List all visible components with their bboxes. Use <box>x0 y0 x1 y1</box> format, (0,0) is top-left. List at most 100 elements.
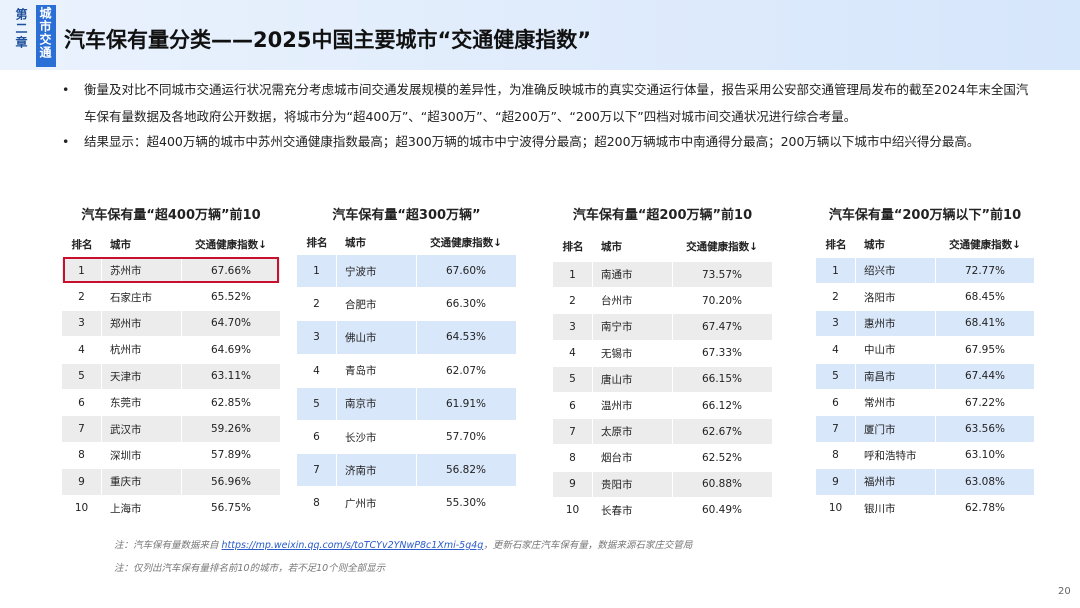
bullet: • 结果显示：超400万辆的城市中苏州交通健康指数最高；超300万辆的城市中宁波得… <box>62 128 1032 155</box>
column-header: 排名 <box>562 240 584 253</box>
note-link[interactable]: https://mp.weixin.qq.com/s/toTCYv2YNwP8c… <box>221 540 484 551</box>
table-cell: 63.08% <box>964 475 1006 488</box>
table-cell: 67.44% <box>964 370 1006 383</box>
table-row <box>297 454 516 487</box>
table-row <box>62 495 280 521</box>
note: 注：仅列出汽车保有量排名前10的城市，若不足10个则全部显示 <box>114 563 386 574</box>
table-cell: 上海市 <box>102 495 182 521</box>
table-cell: 7 <box>297 454 337 487</box>
table-cell: 南宁市 <box>593 314 673 340</box>
table-cell: 63.56% <box>964 423 1006 436</box>
table-cell: 63.10% <box>964 449 1006 462</box>
column-header: 城市 <box>110 238 131 251</box>
table-cell: 66.15% <box>701 373 743 386</box>
table-cell: 石家庄市 <box>102 284 182 310</box>
table-cell: 绍兴市 <box>856 258 936 284</box>
table-cell: 63.11% <box>210 370 252 383</box>
table-row <box>297 288 516 321</box>
table-row <box>297 255 516 288</box>
table-cell: 洛阳市 <box>856 284 936 310</box>
table-cell: 南京市 <box>337 387 417 420</box>
table-cell: 1 <box>62 258 102 284</box>
table-cell: 64.53% <box>445 331 487 344</box>
table-row <box>62 363 280 389</box>
table-cell: 67.66% <box>210 264 252 277</box>
highlight-box <box>63 257 279 284</box>
table-cell: 62.78% <box>964 502 1006 515</box>
table-cell: 55.30% <box>445 497 487 510</box>
table-cell: 10 <box>553 497 593 523</box>
table-cell: 长春市 <box>593 497 673 523</box>
table-cell: 南昌市 <box>856 363 936 389</box>
bullet-text: 衡量及对比不同城市交通运行状况需充分考虑城市间交通发展规模的差异性，为准确反映城… <box>84 82 1029 124</box>
table-cell: 56.82% <box>445 464 487 477</box>
table-row <box>553 393 772 419</box>
note-text: ，更新石家庄汽车保有量，数据来源石家庄交管局 <box>483 540 693 551</box>
table-cell: 68.45% <box>964 291 1006 304</box>
table-cell: 温州市 <box>593 393 673 419</box>
table-cell: 4 <box>62 337 102 363</box>
table-row <box>297 321 516 354</box>
note-text: 注：汽车保有量数据来自 <box>114 540 222 551</box>
table-row <box>553 419 772 445</box>
table-cell: 青岛市 <box>337 354 417 387</box>
table-cell: 9 <box>816 469 856 495</box>
table-row <box>816 495 1034 521</box>
table-cell: 4 <box>553 340 593 366</box>
table-cell: 银川市 <box>856 495 936 521</box>
table-cell: 72.77% <box>964 264 1006 277</box>
table-cell: 57.89% <box>210 449 252 462</box>
table-cell: 4 <box>297 354 337 387</box>
table-cell: 67.60% <box>445 265 487 278</box>
table-cell: 8 <box>816 442 856 469</box>
column-header: 排名 <box>825 238 847 251</box>
table-cell: 厦门市 <box>856 416 936 442</box>
table-cell: 长沙市 <box>337 421 417 454</box>
column-header: 交通健康指数↓ <box>195 238 267 251</box>
chapter-label: 第二章 <box>14 8 28 50</box>
table-cell: 1 <box>816 258 856 284</box>
table-cell: 66.12% <box>701 399 743 412</box>
table-row <box>816 442 1034 469</box>
table-row <box>553 471 772 497</box>
table-cell: 合肥市 <box>337 288 417 321</box>
table-row <box>553 497 772 523</box>
table-cell: 3 <box>553 314 593 340</box>
table-cell: 天津市 <box>102 363 182 389</box>
table-cell: 67.95% <box>964 343 1006 356</box>
table-row <box>553 288 772 314</box>
table-cell: 59.26% <box>210 423 252 436</box>
table-row <box>816 337 1034 363</box>
table-cell: 重庆市 <box>102 469 182 495</box>
table-row <box>62 337 280 363</box>
table-cell: 苏州市 <box>102 258 182 284</box>
table-cell: 8 <box>62 442 102 469</box>
table-cell: 10 <box>816 495 856 521</box>
column-header: 城市 <box>601 240 622 253</box>
table-cell: 无锡市 <box>593 340 673 366</box>
table-cell: 67.33% <box>701 347 743 360</box>
table-row <box>816 258 1034 284</box>
column-header: 排名 <box>306 236 328 249</box>
table-cell: 56.96% <box>210 475 252 488</box>
table-cell: 64.70% <box>210 317 252 330</box>
table-cell: 65.52% <box>210 291 252 304</box>
table-cell: 56.75% <box>210 502 252 515</box>
table-title: 汽车保有量“超300万辆” <box>332 208 481 223</box>
table-cell: 2 <box>297 288 337 321</box>
table-cell: 61.91% <box>445 397 487 410</box>
table-row <box>62 390 280 416</box>
section-box <box>36 5 56 67</box>
table-cell: 郑州市 <box>102 310 182 337</box>
column-header: 交通健康指数↓ <box>686 240 758 253</box>
table-row <box>297 387 516 420</box>
column-header: 城市 <box>345 236 366 249</box>
table-cell: 8 <box>297 487 337 520</box>
table-cell: 深圳市 <box>102 442 182 469</box>
table-cell: 宁波市 <box>337 255 417 288</box>
table-row <box>62 310 280 337</box>
table-cell: 66.30% <box>445 298 487 311</box>
column-header: 城市 <box>864 238 885 251</box>
table-cell: 62.07% <box>445 364 487 377</box>
table-cell: 2 <box>62 284 102 310</box>
